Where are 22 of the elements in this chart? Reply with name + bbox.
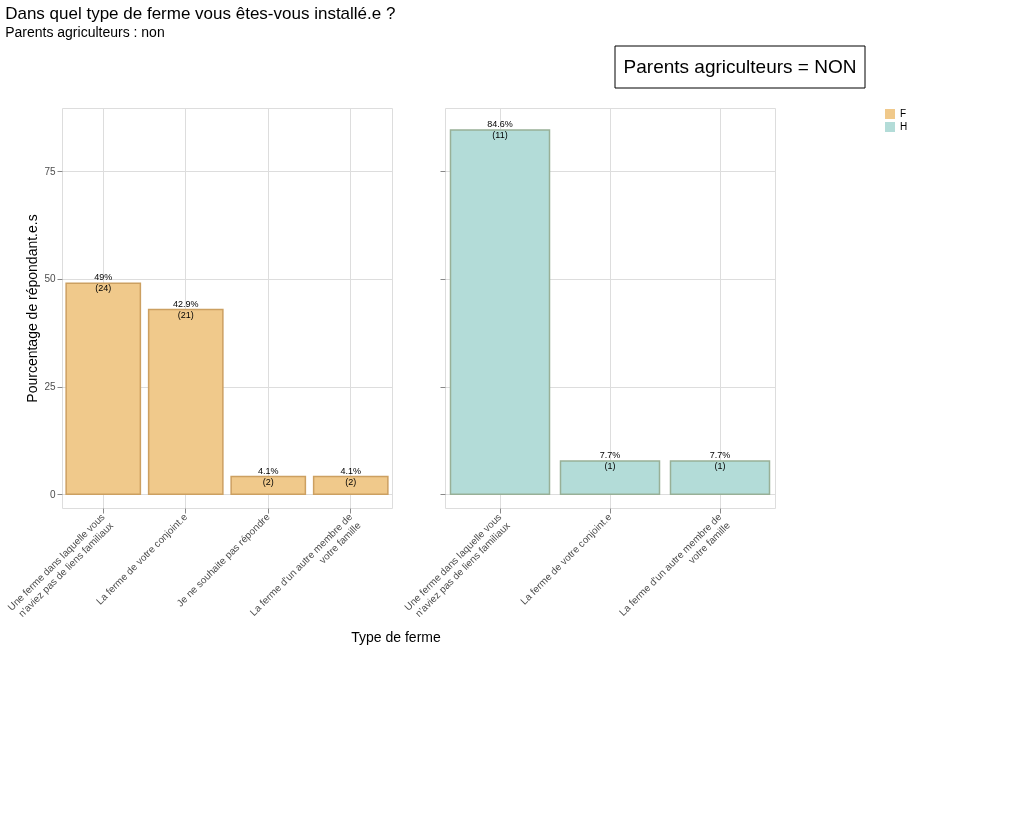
y-tick-label: 25 [44,381,56,393]
chart-subtitle: Parents agriculteurs : non [5,24,165,40]
data-label: 4.1% (2) [340,465,362,487]
y-tick-label: 0 [49,488,56,500]
data-label: 7.7% (1) [709,450,731,472]
y-tick-label: 50 [44,273,56,285]
bar [147,308,224,495]
data-label: 7.7% (1) [599,450,621,472]
legend-label: F [900,108,907,119]
y-tick-label: 75 [44,165,56,177]
chart-title: Dans quel type de ferme vous êtes-vous installé.e ? [5,4,396,23]
bar [230,475,307,495]
bar [312,475,389,495]
x-axis-title: Type de ferme [351,629,441,645]
y-axis-title: Pourcentage de répondant.e.s [24,214,41,403]
bar [65,282,142,495]
text: Parents agriculteurs = NON [623,56,857,77]
data-label: 4.1% (2) [257,465,279,487]
data-label: 42.9% (21) [172,298,199,320]
data-label: 84.6% (11) [487,118,513,140]
legend-label: H [900,121,908,132]
data-label: 49% (24) [94,272,113,294]
